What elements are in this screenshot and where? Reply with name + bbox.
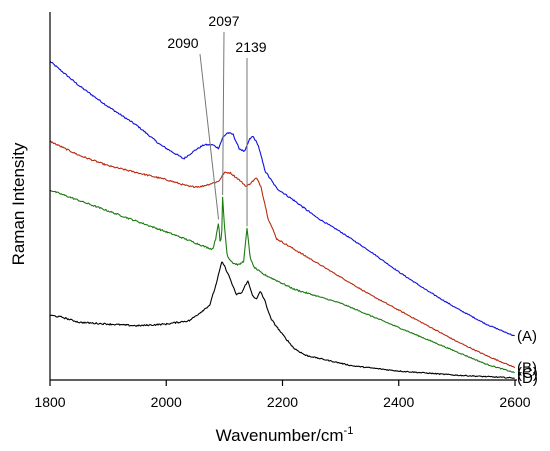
series-line-d: [49, 261, 515, 379]
series-line-b: [50, 140, 516, 369]
series-line-c: [49, 189, 515, 374]
series-label-a: (A): [517, 328, 537, 345]
series-line-a: [49, 60, 515, 337]
x-tick-label-2400: 2400: [383, 394, 414, 410]
peak-annotation-lines: [199, 31, 248, 227]
annotation-line-2090: [199, 53, 220, 220]
series-label-c: (C): [517, 365, 538, 382]
annotation-label-2139: 2139: [235, 39, 266, 55]
y-axis-title: Raman Intensity: [9, 142, 28, 265]
series-lines: [49, 60, 516, 379]
x-tick-label-2600: 2600: [499, 394, 530, 410]
series-label-b: (B): [517, 360, 537, 377]
series-label-d: (D): [517, 370, 538, 387]
x-axis-ticks: 1800 2000 2200 2400 2600: [34, 380, 531, 410]
annotation-label-2090: 2090: [167, 35, 198, 51]
peak-annotation-labels: 2090 2097 2139: [167, 13, 266, 55]
x-tick-label-1800: 1800: [34, 394, 65, 410]
x-tick-label-2000: 2000: [151, 394, 182, 410]
series-labels: (A) (B)(C)(D): [517, 328, 538, 387]
x-tick-label-2200: 2200: [267, 394, 298, 410]
x-axis-title: Wavenumber/cm-1: [216, 425, 354, 445]
annotation-line-2097: [222, 31, 225, 196]
annotation-label-2097: 2097: [208, 13, 239, 29]
